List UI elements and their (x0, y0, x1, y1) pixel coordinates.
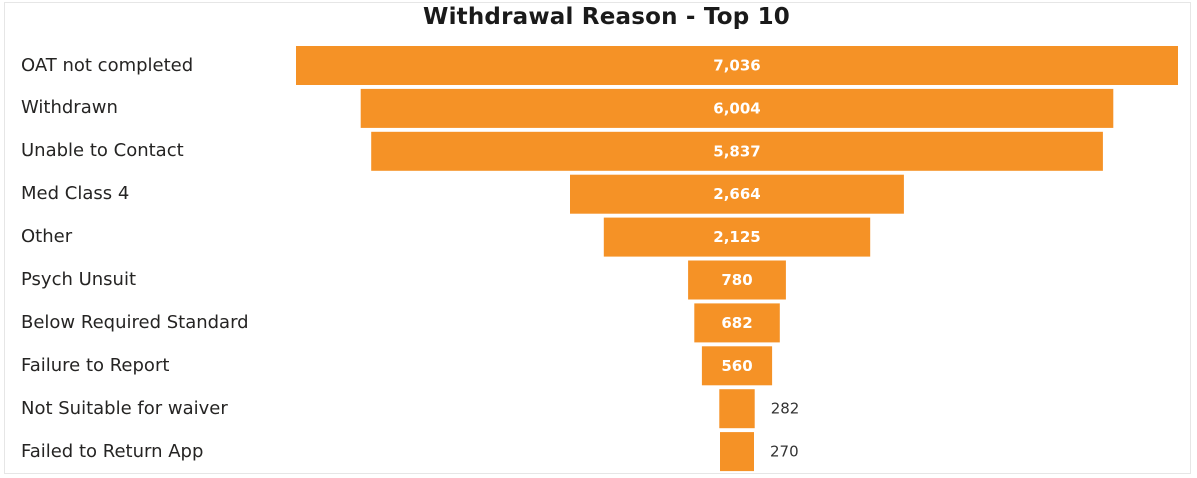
data-label: 560 (721, 357, 752, 375)
funnel-bar[interactable] (688, 260, 786, 300)
funnel-bar[interactable] (694, 303, 780, 343)
category-label: Psych Unsuit (21, 269, 137, 290)
category-label: Med Class 4 (21, 183, 130, 205)
funnel-bar[interactable] (720, 432, 754, 472)
funnel-bar[interactable] (701, 346, 773, 386)
category-label: Below Required Standard (21, 311, 249, 333)
data-label: 5,837 (713, 142, 760, 160)
data-label: 2,664 (713, 185, 760, 203)
data-label: 780 (721, 271, 752, 289)
data-label: 2,125 (713, 228, 760, 246)
data-label: 282 (771, 400, 800, 418)
data-label: 6,004 (713, 99, 760, 117)
funnel-bar[interactable] (371, 131, 1103, 171)
category-label: Not Suitable for waiver (21, 397, 228, 419)
category-label: Withdrawn (21, 97, 118, 119)
category-label: Other (21, 226, 73, 248)
chart-title: Withdrawal Reason - Top 10 (423, 4, 790, 30)
funnel-bar[interactable] (360, 88, 1114, 128)
funnel-bar[interactable] (296, 46, 1178, 85)
category-label: OAT not completed (21, 54, 194, 76)
category-label: Unable to Contact (21, 140, 184, 162)
data-label: 270 (770, 443, 799, 461)
data-label: 7,036 (713, 57, 760, 75)
data-label: 682 (721, 314, 752, 332)
funnel-bar[interactable] (570, 174, 904, 214)
category-label: Failed to Return App (21, 440, 204, 462)
funnel-bar[interactable] (719, 389, 755, 429)
category-label: Failure to Report (21, 354, 170, 376)
category-labels: OAT not completed Withdrawn Unable to Cont… (21, 44, 301, 474)
funnel-bar[interactable] (603, 217, 871, 257)
